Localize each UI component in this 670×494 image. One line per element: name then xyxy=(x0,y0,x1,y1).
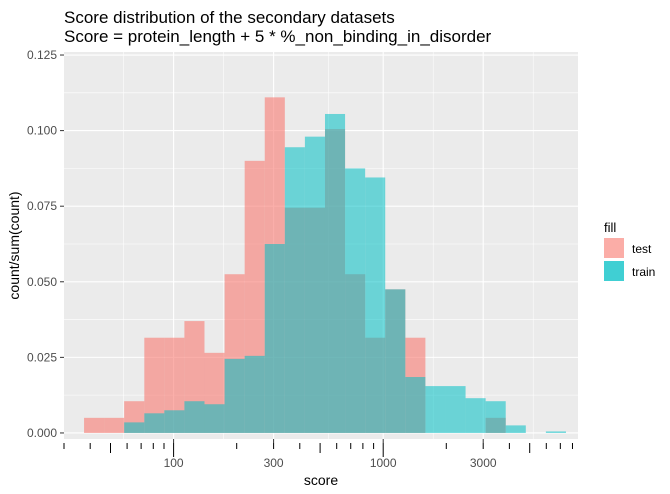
bar-train-14 xyxy=(345,168,366,433)
bar-test-1 xyxy=(84,417,105,433)
bar-train-15 xyxy=(365,177,386,433)
bar-train-4 xyxy=(144,413,165,433)
x-tick-label-0: 100 xyxy=(164,456,184,470)
legend-label-test: test xyxy=(632,242,652,256)
legend-key-test xyxy=(604,238,624,258)
x-axis-title: score xyxy=(304,472,338,488)
bar-train-22 xyxy=(505,425,526,433)
x-tick-label-2: 1000 xyxy=(370,456,397,470)
bar-train-13 xyxy=(324,113,346,433)
bar-train-21 xyxy=(485,401,506,433)
bar-train-16 xyxy=(385,289,406,433)
y-tick-label-4: 0.100 xyxy=(27,124,57,138)
bar-train-24 xyxy=(545,431,566,433)
y-axis-title: count/sum(count) xyxy=(6,191,22,299)
bar-train-9 xyxy=(244,355,265,433)
y-axis: 0.000 0.025 0.050 0.075 0.100 0.125 xyxy=(27,48,64,440)
bar-train-10 xyxy=(264,243,285,433)
bar-train-17 xyxy=(405,377,426,433)
bar-train-20 xyxy=(465,398,486,433)
bar-train-6 xyxy=(184,401,205,433)
bar-train-19 xyxy=(445,386,466,433)
bar-train-5 xyxy=(164,410,185,433)
bars-layer xyxy=(84,97,566,433)
y-tick-label-2: 0.050 xyxy=(27,275,57,289)
x-tick-label-3: 3000 xyxy=(470,456,497,470)
bar-test-2 xyxy=(104,417,125,433)
bar-train-18 xyxy=(425,386,446,433)
chart-title: Score distribution of the secondary data… xyxy=(64,8,395,27)
legend-label-train: train xyxy=(632,265,655,279)
chart-subtitle: Score = protein_length + 5 * %_non_bindi… xyxy=(64,27,492,46)
bar-train-12 xyxy=(304,136,325,433)
y-tick-label-3: 0.075 xyxy=(27,199,57,213)
bar-test-5 xyxy=(164,337,185,433)
legend-key-train xyxy=(604,261,624,281)
x-tick-label-1: 300 xyxy=(264,456,284,470)
y-tick-label-1: 0.025 xyxy=(27,350,57,364)
y-tick-label-0: 0.000 xyxy=(27,426,57,440)
bar-train-7 xyxy=(204,404,225,433)
x-axis: 100 300 1000 3000 xyxy=(63,439,573,470)
legend-title: fill xyxy=(604,220,616,235)
bar-train-3 xyxy=(124,422,145,433)
bar-train-8 xyxy=(224,358,245,433)
bar-train-11 xyxy=(284,147,305,433)
legend: fill test train xyxy=(604,220,655,281)
bar-test-4 xyxy=(144,337,165,433)
y-tick-label-5: 0.125 xyxy=(27,48,57,62)
